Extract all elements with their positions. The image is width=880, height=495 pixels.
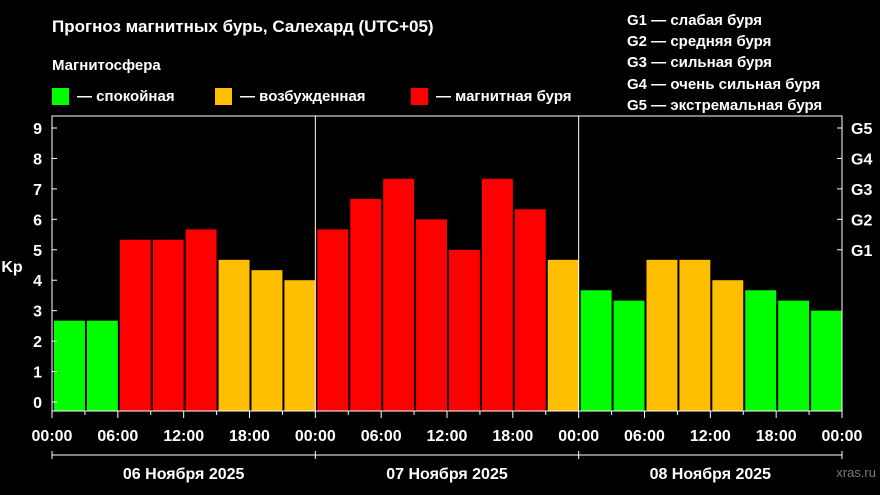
legend-swatch-calm <box>52 87 69 105</box>
g-legend-item: G1 — слабая буря <box>627 12 763 29</box>
kp-bar <box>54 320 85 411</box>
y-tick-label: 2 <box>33 334 42 351</box>
g-level-label: G2 <box>851 212 872 229</box>
g-level-label: G3 <box>851 182 872 199</box>
y-axis-label: Kp <box>1 259 23 276</box>
x-tick-label: 18:00 <box>492 428 533 445</box>
y-tick-label: 7 <box>33 182 42 199</box>
kp-bar <box>86 320 118 411</box>
y-tick-label: 0 <box>33 395 42 412</box>
kp-bar <box>547 259 579 411</box>
kp-bar <box>350 198 382 411</box>
x-tick-label: 06:00 <box>361 428 402 445</box>
legend-label-storm: — магнитная буря <box>436 87 572 105</box>
x-tick-label: 06:00 <box>97 428 138 445</box>
kp-bar <box>185 229 217 411</box>
g-legend-item: G4 — очень сильная буря <box>627 75 821 93</box>
x-tick-label: 00:00 <box>558 428 599 445</box>
kp-bar <box>251 270 283 411</box>
kp-bar <box>580 290 612 411</box>
y-tick-label: 5 <box>33 243 42 260</box>
kp-bar <box>119 239 151 411</box>
chart-title: Прогноз магнитных бурь, Салехард (UTC+05… <box>52 17 434 36</box>
kp-bar <box>778 300 810 411</box>
x-tick-label: 00:00 <box>295 428 336 445</box>
legend-swatch-storm <box>411 87 428 105</box>
day-label: 07 Ноября 2025 <box>386 466 508 483</box>
x-tick-label: 12:00 <box>690 428 731 445</box>
day-label: 06 Ноября 2025 <box>123 466 245 483</box>
legend-label-calm: — спокойная <box>77 87 175 105</box>
g-level-label: G1 <box>851 243 872 260</box>
kp-bar <box>679 259 711 411</box>
day-label: 08 Ноября 2025 <box>650 466 772 483</box>
kp-bar <box>712 280 744 411</box>
legend-swatch-excited <box>215 87 232 105</box>
legend-item-storm: — магнитная буря <box>411 85 572 107</box>
x-tick-label: 00:00 <box>822 428 863 445</box>
legend-label-excited: — возбужденная <box>240 87 366 105</box>
x-tick-label: 00:00 <box>32 428 73 445</box>
y-tick-label: 8 <box>33 151 42 168</box>
g-level-label: G4 <box>851 151 872 168</box>
legend-item-calm: — спокойная <box>52 85 175 107</box>
kp-bar <box>317 229 349 411</box>
x-tick-label: 18:00 <box>229 428 270 445</box>
kp-bar <box>613 300 645 411</box>
x-tick-label: 06:00 <box>624 428 665 445</box>
y-tick-label: 4 <box>33 273 42 290</box>
y-tick-label: 1 <box>33 365 42 382</box>
chart-subtitle: Магнитосфера <box>52 57 161 74</box>
kp-bar <box>383 178 415 411</box>
kp-bar <box>811 310 842 411</box>
g-level-label: G5 <box>851 121 872 138</box>
y-tick-label: 9 <box>33 121 42 138</box>
g-legend-item: G5 — экстремальная буря <box>627 96 823 114</box>
g-scale-legend: G1 — слабая буря G2 — средняя буря G3 — … <box>627 10 822 116</box>
g-legend-item: G2 — средняя буря <box>627 33 772 51</box>
kp-bar <box>514 209 546 411</box>
kp-bar <box>745 290 777 411</box>
x-tick-label: 18:00 <box>756 428 797 445</box>
watermark: xras.ru <box>836 465 876 480</box>
x-tick-label: 12:00 <box>163 428 204 445</box>
kp-bar <box>152 239 184 411</box>
kp-bar <box>284 280 316 411</box>
kp-bar <box>416 219 447 411</box>
legend-item-excited: — возбужденная <box>215 85 366 107</box>
kp-bar <box>481 178 513 411</box>
y-tick-label: 3 <box>33 304 42 321</box>
kp-bar <box>449 249 480 411</box>
x-tick-label: 12:00 <box>427 428 468 445</box>
g-legend-item: G3 — сильная буря <box>627 54 772 72</box>
y-tick-label: 6 <box>33 212 42 229</box>
kp-bar <box>646 259 678 411</box>
kp-bar <box>218 259 250 411</box>
